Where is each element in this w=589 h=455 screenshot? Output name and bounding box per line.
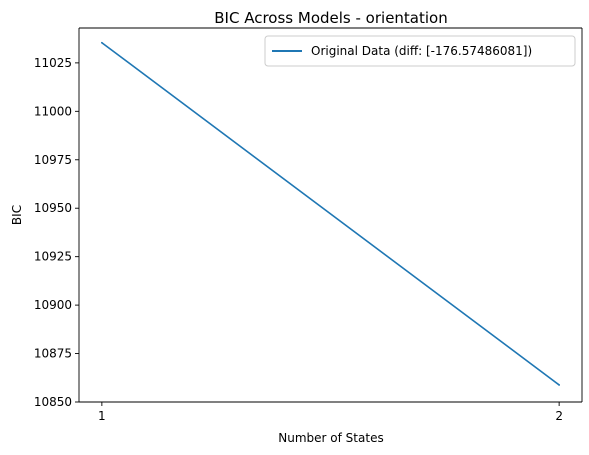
x-tick-label: 1	[98, 409, 106, 423]
chart-title: BIC Across Models - orientation	[214, 9, 447, 27]
legend: Original Data (diff: [-176.57486081])	[264, 35, 576, 67]
y-tick-label: 10900	[34, 298, 72, 312]
series-layer	[101, 41, 560, 386]
y-tick-label: 10875	[34, 347, 72, 361]
y-tick-label: 11000	[34, 104, 72, 118]
series-line	[101, 41, 560, 386]
y-tick-label: 10925	[34, 250, 72, 264]
y-tick-label: 11025	[34, 56, 72, 70]
y-tick-label: 10850	[34, 395, 72, 409]
legend-box	[264, 35, 576, 67]
series-point	[101, 41, 103, 44]
legend-series-label: Original Data (diff: [-176.57486081])	[311, 44, 532, 58]
y-axis-ticks: 10850 10875 10900 10925 10950 10975 11000 11025	[34, 56, 79, 409]
axes-frame	[78, 27, 583, 403]
x-axis-label: Number of States	[278, 431, 383, 445]
x-tick-label: 2	[555, 409, 563, 423]
y-tick-label: 10950	[34, 201, 72, 215]
y-axis-label: BIC	[10, 205, 24, 225]
y-tick-label: 10975	[34, 153, 72, 167]
series-point	[558, 384, 560, 386]
